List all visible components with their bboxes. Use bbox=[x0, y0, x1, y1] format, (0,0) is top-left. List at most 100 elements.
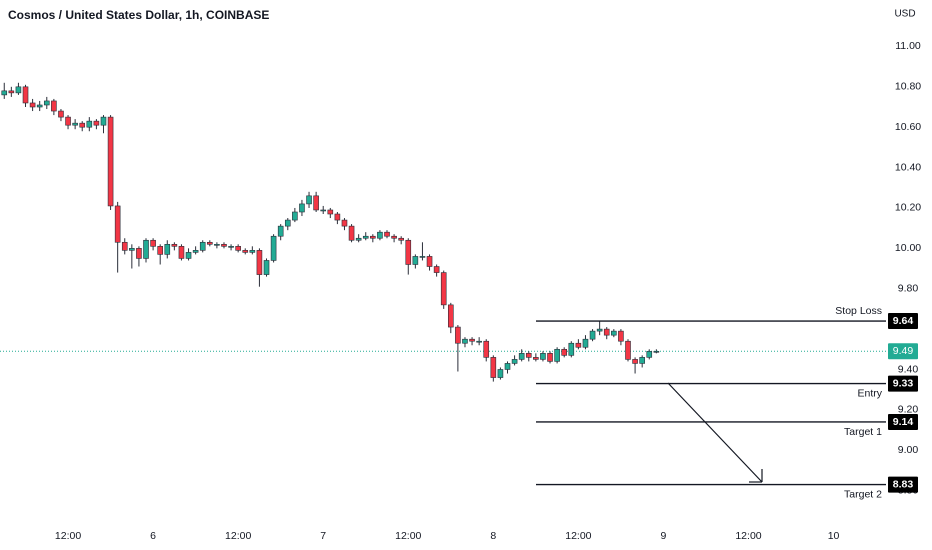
candle-body bbox=[270, 235, 277, 261]
x-tick-label: 12:00 bbox=[225, 530, 251, 542]
candle-body bbox=[596, 328, 603, 332]
candle-body bbox=[107, 116, 114, 207]
x-tick-label: 10 bbox=[828, 530, 840, 542]
y-tick-label: 9.00 bbox=[898, 444, 919, 456]
level-value-box bbox=[888, 413, 918, 430]
candle-body bbox=[221, 244, 227, 247]
arrow-line bbox=[667, 382, 763, 483]
candle-body bbox=[320, 209, 327, 212]
candle-body bbox=[150, 239, 156, 247]
last-price-label: 9.49 bbox=[893, 345, 914, 357]
candle-body bbox=[235, 246, 241, 251]
candle-body bbox=[611, 330, 617, 336]
x-tick-label: 8 bbox=[490, 530, 496, 542]
candle-body bbox=[362, 235, 369, 239]
candle-body bbox=[15, 86, 22, 94]
candle-body bbox=[653, 351, 660, 353]
candle-body bbox=[72, 122, 78, 126]
x-tick-label: 12:00 bbox=[735, 530, 761, 542]
level-label: Stop Loss bbox=[835, 305, 882, 317]
candle-body bbox=[561, 348, 568, 356]
candle-body bbox=[391, 235, 397, 239]
axis-unit: USD bbox=[894, 9, 915, 20]
candle-body bbox=[462, 338, 468, 344]
candle-body bbox=[398, 237, 404, 241]
candle-body bbox=[355, 237, 362, 241]
candle-body bbox=[199, 241, 206, 251]
candle-body bbox=[256, 250, 263, 275]
level-value-box bbox=[888, 476, 918, 493]
candle-body bbox=[164, 244, 171, 255]
level-label: Target 2 bbox=[844, 488, 882, 500]
candle-body bbox=[136, 248, 142, 259]
candle-body bbox=[334, 213, 341, 221]
x-tick-label: 12:00 bbox=[55, 530, 81, 542]
candle-body bbox=[178, 246, 185, 259]
candle-body bbox=[419, 256, 426, 258]
level-label: Target 1 bbox=[844, 426, 882, 438]
candle-body bbox=[1, 90, 8, 96]
y-tick-label: 10.60 bbox=[895, 121, 921, 133]
candle-body bbox=[263, 260, 270, 275]
candle-body bbox=[100, 116, 107, 126]
candle-body bbox=[582, 338, 589, 348]
candle-body bbox=[433, 266, 440, 273]
candle-body bbox=[114, 205, 121, 243]
candle-body bbox=[511, 359, 518, 364]
candle-body bbox=[405, 239, 412, 265]
candle-body bbox=[29, 102, 36, 108]
candle-body bbox=[306, 195, 312, 205]
candle-body bbox=[228, 246, 234, 248]
level-value-box bbox=[888, 375, 918, 392]
candle-body bbox=[292, 211, 298, 221]
candle-body bbox=[603, 328, 610, 336]
candle-body bbox=[497, 369, 504, 378]
candle-body bbox=[207, 241, 213, 245]
candle-body bbox=[277, 225, 284, 237]
candle-body bbox=[540, 353, 546, 360]
candle-body bbox=[370, 235, 376, 239]
y-tick-label: 11.00 bbox=[895, 40, 921, 52]
candle-body bbox=[426, 256, 433, 267]
candle-body bbox=[22, 86, 29, 104]
candle-body bbox=[192, 250, 199, 253]
y-tick-label: 9.80 bbox=[898, 282, 919, 294]
candle-body bbox=[455, 326, 461, 344]
candle-body bbox=[8, 90, 15, 94]
candle-body bbox=[36, 104, 43, 108]
candle-body bbox=[129, 248, 135, 251]
candle-body bbox=[625, 340, 631, 360]
candle-body bbox=[384, 231, 390, 237]
candle-body bbox=[171, 244, 178, 247]
candle-body bbox=[214, 244, 220, 246]
last-price-box bbox=[888, 343, 918, 360]
level-value: 9.33 bbox=[893, 377, 914, 389]
candle-body bbox=[575, 342, 582, 348]
candle-body bbox=[469, 338, 475, 342]
candle-body bbox=[639, 357, 645, 364]
x-tick-label: 7 bbox=[320, 530, 326, 542]
y-tick-label: 9.40 bbox=[898, 363, 919, 375]
candle-body bbox=[440, 272, 447, 306]
candle-body bbox=[589, 330, 596, 340]
candle-body bbox=[249, 250, 256, 253]
candle-body bbox=[327, 209, 334, 215]
candle-body bbox=[377, 231, 383, 239]
y-tick-label: 10.00 bbox=[895, 242, 921, 254]
level-value: 8.83 bbox=[893, 478, 914, 490]
candle-body bbox=[618, 330, 624, 342]
candle-body bbox=[79, 122, 86, 128]
y-tick-label: 10.20 bbox=[895, 202, 921, 214]
candle-body bbox=[518, 353, 525, 360]
candle-body bbox=[43, 100, 50, 106]
candle-body bbox=[143, 239, 149, 259]
candle-body bbox=[65, 116, 71, 126]
candle-body bbox=[632, 359, 638, 364]
candle-body bbox=[447, 304, 454, 328]
candle-body bbox=[341, 219, 348, 227]
candle-body bbox=[533, 357, 539, 360]
candle-body bbox=[157, 246, 163, 255]
candle-body bbox=[313, 195, 319, 211]
